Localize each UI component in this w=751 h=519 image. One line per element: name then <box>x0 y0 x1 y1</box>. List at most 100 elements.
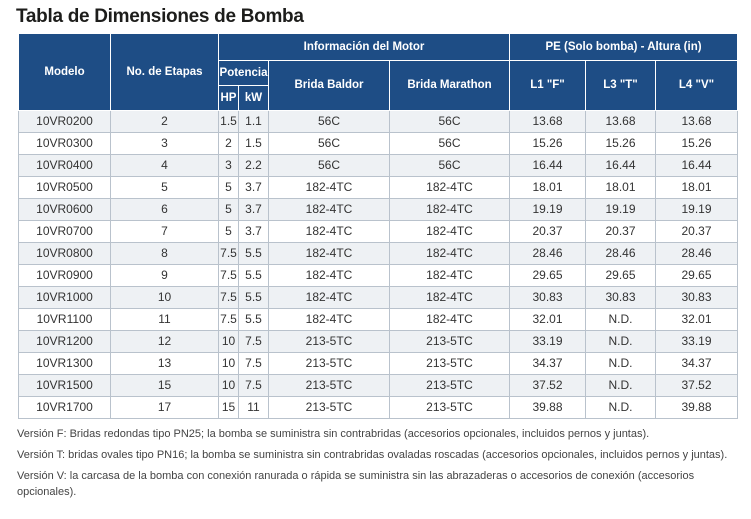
cell-kw: 5.5 <box>238 308 269 331</box>
page-title: Tabla de Dimensiones de Bomba <box>16 6 304 27</box>
cell-l1: 32.01 <box>509 308 586 331</box>
cell-l4: 37.52 <box>654 374 739 397</box>
cell-l1: 29.65 <box>509 264 586 287</box>
cell-l3: N.D. <box>585 330 656 353</box>
cell-brida-marathon: 213-5TC <box>389 396 510 419</box>
header-motor-info: Información del Motor <box>218 33 510 61</box>
cell-hp: 3 <box>218 154 239 177</box>
cell-brida-marathon: 56C <box>389 132 510 155</box>
cell-kw: 2.2 <box>238 154 269 177</box>
cell-modelo: 10VR0400 <box>18 154 111 177</box>
cell-hp: 10 <box>218 374 239 397</box>
cell-kw: 1.5 <box>238 132 269 155</box>
cell-brida-marathon: 182-4TC <box>389 264 510 287</box>
cell-hp: 7.5 <box>218 264 239 287</box>
cell-etapas: 15 <box>110 374 219 397</box>
cell-l1: 34.37 <box>509 352 586 375</box>
cell-brida-marathon: 213-5TC <box>389 352 510 375</box>
cell-l3: 15.26 <box>585 132 656 155</box>
cell-kw: 3.7 <box>238 198 269 221</box>
table-row: 10VR1100 11 7.5 5.5 182-4TC 182-4TC 32.01 N.D. 3… <box>18 308 739 331</box>
cell-l4: 19.19 <box>654 198 739 221</box>
cell-modelo: 10VR1700 <box>18 396 111 419</box>
table-row: 10VR0700 7 5 3.7 182-4TC 182-4TC 20.37 20.37 20.… <box>18 220 739 243</box>
cell-hp: 5 <box>218 220 239 243</box>
cell-l3: N.D. <box>585 396 656 419</box>
table-row: 10VR0600 6 5 3.7 182-4TC 182-4TC 19.19 19.19 19.… <box>18 198 739 221</box>
cell-hp: 7.5 <box>218 242 239 265</box>
cell-l3: 19.19 <box>585 198 656 221</box>
cell-l1: 39.88 <box>509 396 586 419</box>
cell-hp: 5 <box>218 176 239 199</box>
cell-l3: 20.37 <box>585 220 656 243</box>
cell-etapas: 11 <box>110 308 219 331</box>
cell-brida-baldor: 213-5TC <box>268 374 390 397</box>
table-row: 10VR1300 13 10 7.5 213-5TC 213-5TC 34.37 N.D. 34… <box>18 352 739 375</box>
cell-hp: 2 <box>218 132 239 155</box>
cell-modelo: 10VR1300 <box>18 352 111 375</box>
cell-modelo: 10VR0600 <box>18 198 111 221</box>
cell-modelo: 10VR1000 <box>18 286 111 309</box>
cell-brida-baldor: 213-5TC <box>268 396 390 419</box>
cell-brida-baldor: 182-4TC <box>268 176 390 199</box>
cell-brida-marathon: 56C <box>389 154 510 177</box>
cell-modelo: 10VR0500 <box>18 176 111 199</box>
cell-l4: 30.83 <box>654 286 739 309</box>
cell-l3: 28.46 <box>585 242 656 265</box>
table-row: 10VR0800 8 7.5 5.5 182-4TC 182-4TC 28.46 28.46 2… <box>18 242 739 265</box>
cell-brida-marathon: 182-4TC <box>389 286 510 309</box>
cell-l1: 16.44 <box>509 154 586 177</box>
header-pe-altura: PE (Solo bomba) - Altura (in) <box>508 33 739 61</box>
footnotes: Versión F: Bridas redondas tipo PN25; la… <box>17 426 732 505</box>
cell-l4: 32.01 <box>654 308 739 331</box>
cell-brida-baldor: 213-5TC <box>268 352 390 375</box>
cell-kw: 5.5 <box>238 264 269 287</box>
cell-brida-marathon: 213-5TC <box>389 330 510 353</box>
cell-l4: 29.65 <box>654 264 739 287</box>
cell-etapas: 2 <box>110 110 219 133</box>
header-etapas: No. de Etapas <box>110 33 219 111</box>
cell-l4: 13.68 <box>654 110 739 133</box>
header-modelo: Modelo <box>18 33 111 111</box>
cell-l4: 28.46 <box>654 242 739 265</box>
cell-etapas: 12 <box>110 330 219 353</box>
cell-brida-baldor: 182-4TC <box>268 264 390 287</box>
cell-l1: 28.46 <box>509 242 586 265</box>
cell-brida-marathon: 182-4TC <box>389 308 510 331</box>
cell-modelo: 10VR0800 <box>18 242 111 265</box>
table-body: 10VR0200 2 1.5 1.1 56C 56C 13.68 13.68 13.68 10VR… <box>18 110 739 419</box>
cell-brida-baldor: 56C <box>268 154 390 177</box>
table-row: 10VR0300 3 2 1.5 56C 56C 15.26 15.26 15.26 <box>18 132 739 155</box>
cell-etapas: 6 <box>110 198 219 221</box>
cell-l1: 20.37 <box>509 220 586 243</box>
cell-etapas: 7 <box>110 220 219 243</box>
cell-brida-marathon: 182-4TC <box>389 176 510 199</box>
cell-etapas: 9 <box>110 264 219 287</box>
cell-modelo: 10VR1100 <box>18 308 111 331</box>
header-brida-baldor: Brida Baldor <box>268 60 390 111</box>
cell-l1: 19.19 <box>509 198 586 221</box>
table-row: 10VR1200 12 10 7.5 213-5TC 213-5TC 33.19 N.D. 33… <box>18 330 739 353</box>
cell-modelo: 10VR1500 <box>18 374 111 397</box>
cell-modelo: 10VR0900 <box>18 264 111 287</box>
cell-kw: 3.7 <box>238 176 269 199</box>
table-row: 10VR0500 5 5 3.7 182-4TC 182-4TC 18.01 18.01 18.… <box>18 176 739 199</box>
cell-hp: 7.5 <box>218 308 239 331</box>
cell-brida-baldor: 56C <box>268 132 390 155</box>
cell-modelo: 10VR0300 <box>18 132 111 155</box>
header-l3: L3 "T" <box>585 60 656 111</box>
cell-l1: 18.01 <box>509 176 586 199</box>
cell-etapas: 17 <box>110 396 219 419</box>
cell-modelo: 10VR0700 <box>18 220 111 243</box>
cell-l4: 18.01 <box>654 176 739 199</box>
cell-hp: 1.5 <box>218 110 239 133</box>
cell-brida-baldor: 56C <box>268 110 390 133</box>
cell-etapas: 8 <box>110 242 219 265</box>
cell-modelo: 10VR1200 <box>18 330 111 353</box>
cell-kw: 7.5 <box>238 352 269 375</box>
table-row: 10VR1500 15 10 7.5 213-5TC 213-5TC 37.52 N.D. 37… <box>18 374 739 397</box>
cell-etapas: 3 <box>110 132 219 155</box>
cell-hp: 10 <box>218 352 239 375</box>
cell-brida-baldor: 182-4TC <box>268 286 390 309</box>
cell-l3: 30.83 <box>585 286 656 309</box>
